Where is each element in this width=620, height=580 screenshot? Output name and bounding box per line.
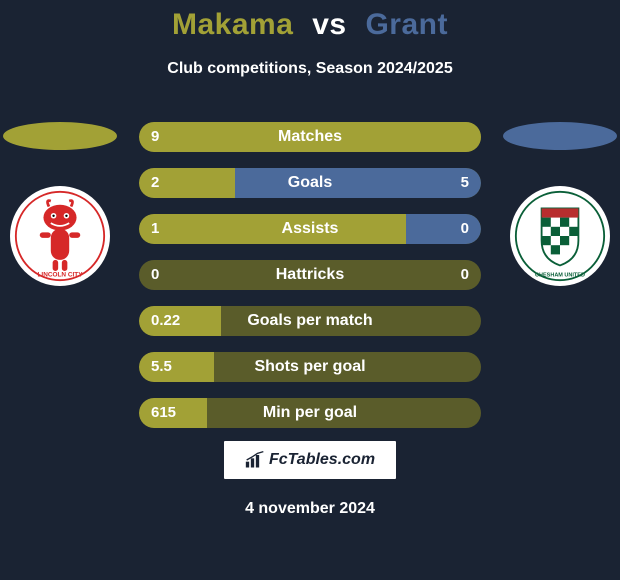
stat-row: 9Matches <box>139 122 481 152</box>
stat-row: 0.22Goals per match <box>139 306 481 336</box>
fctables-label: FcTables.com <box>269 451 375 469</box>
stat-label: Goals <box>139 168 481 198</box>
player2-ellipse <box>503 122 617 150</box>
player2-team-label: CHESHAM UNITED <box>535 272 585 278</box>
stat-label: Min per goal <box>139 398 481 428</box>
stat-label: Goals per match <box>139 306 481 336</box>
player1-crest: LINCOLN CITY <box>10 186 110 286</box>
stats-bars: 9Matches 25Goals 10Assists 00Hattricks 0.22G… <box>139 122 481 444</box>
stat-row: 10Assists <box>139 214 481 244</box>
stat-label: Assists <box>139 214 481 244</box>
player2-crest: CHESHAM UNITED <box>510 186 610 286</box>
stat-row: 615Min per goal <box>139 398 481 428</box>
stat-row: 00Hattricks <box>139 260 481 290</box>
bar-chart-icon <box>245 451 265 469</box>
stat-label: Shots per goal <box>139 352 481 382</box>
title-player2: Grant <box>365 8 448 41</box>
date-label: 4 november 2024 <box>0 500 620 518</box>
page-title: Makama vs Grant <box>0 0 620 42</box>
comparison-card: Makama vs Grant Club competitions, Seaso… <box>0 0 620 580</box>
title-player1: Makama <box>172 8 293 41</box>
player1-ellipse <box>3 122 117 150</box>
lincoln-city-crest-icon: LINCOLN CITY <box>14 190 106 282</box>
fctables-badge: FcTables.com <box>223 440 397 480</box>
chesham-united-crest-icon: CHESHAM UNITED <box>514 190 606 282</box>
stat-row: 25Goals <box>139 168 481 198</box>
subtitle: Club competitions, Season 2024/2025 <box>0 60 620 78</box>
player2-column: CHESHAM UNITED <box>500 122 620 286</box>
stat-label: Hattricks <box>139 260 481 290</box>
stat-row: 5.5Shots per goal <box>139 352 481 382</box>
stat-label: Matches <box>139 122 481 152</box>
player1-column: LINCOLN CITY <box>0 122 120 286</box>
player1-team-label: LINCOLN CITY <box>37 271 83 278</box>
title-vs: vs <box>312 8 346 41</box>
